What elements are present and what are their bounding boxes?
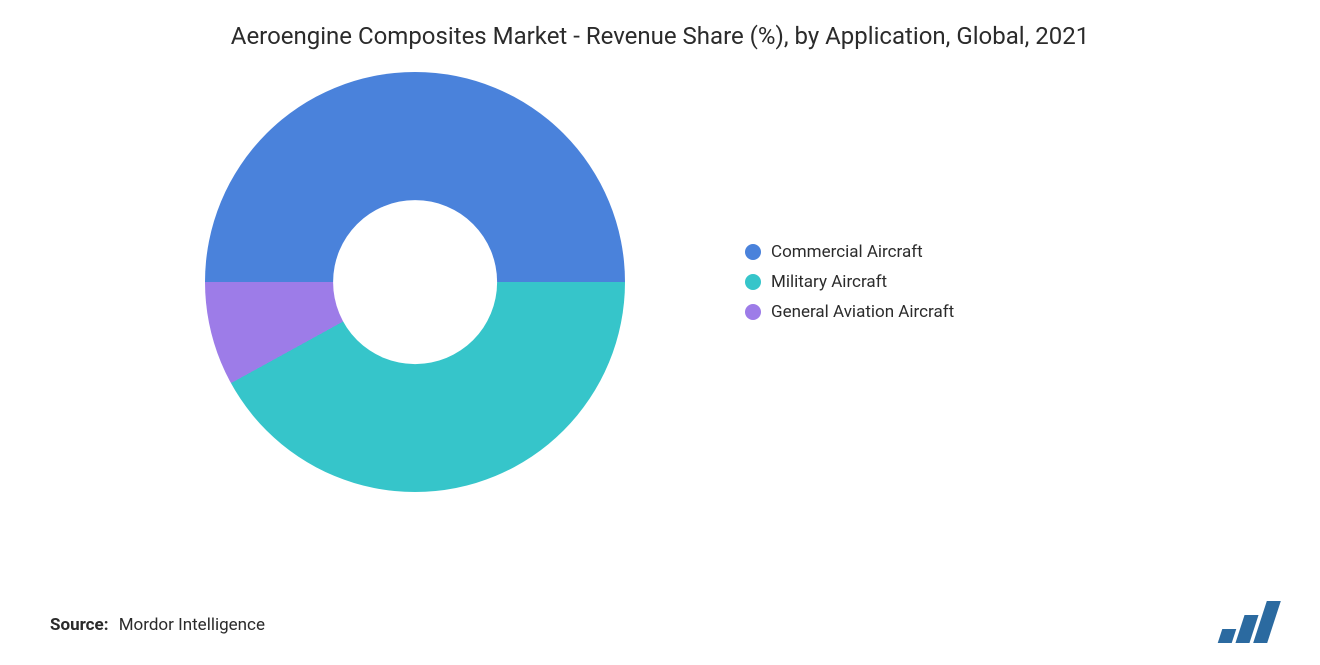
legend-swatch-icon [745, 244, 761, 260]
chart-container: Aeroengine Composites Market - Revenue S… [0, 0, 1320, 665]
legend-item: Military Aircraft [745, 272, 954, 292]
source-attribution: Source: Mordor Intelligence [50, 615, 265, 635]
legend-swatch-icon [745, 304, 761, 320]
legend-label: Commercial Aircraft [771, 242, 923, 262]
donut-chart [205, 72, 625, 492]
legend-label: Military Aircraft [771, 272, 887, 292]
legend-swatch-icon [745, 274, 761, 290]
legend: Commercial Aircraft Military Aircraft Gene… [745, 242, 954, 322]
chart-row: Commercial Aircraft Military Aircraft Gene… [50, 72, 1270, 492]
chart-title: Aeroengine Composites Market - Revenue S… [50, 20, 1270, 52]
mordor-logo-icon [1220, 599, 1290, 643]
donut-hole [333, 200, 497, 364]
legend-item: Commercial Aircraft [745, 242, 954, 262]
source-value: Mordor Intelligence [119, 615, 265, 635]
legend-label: General Aviation Aircraft [771, 302, 954, 322]
source-label: Source: [50, 615, 108, 635]
legend-item: General Aviation Aircraft [745, 302, 954, 322]
